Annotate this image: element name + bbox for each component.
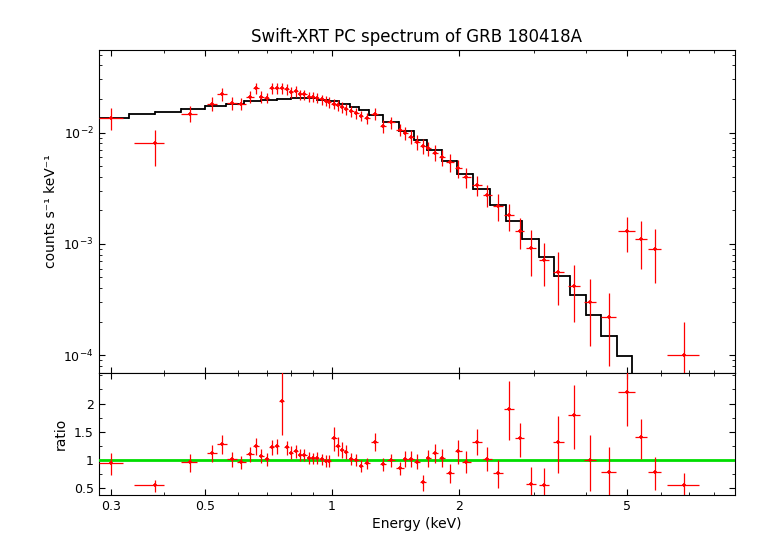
Y-axis label: counts s⁻¹ keV⁻¹: counts s⁻¹ keV⁻¹ [44, 155, 58, 268]
X-axis label: Energy (keV): Energy (keV) [372, 517, 462, 531]
Y-axis label: ratio: ratio [54, 418, 68, 450]
Title: Swift-XRT PC spectrum of GRB 180418A: Swift-XRT PC spectrum of GRB 180418A [252, 28, 582, 46]
